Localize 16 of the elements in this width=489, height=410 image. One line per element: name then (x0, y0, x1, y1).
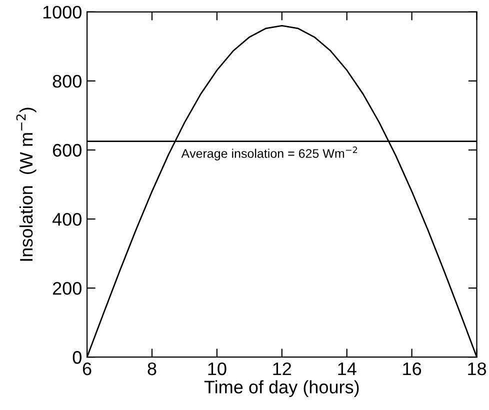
x-tick-label: 10 (208, 362, 226, 376)
x-axis-title: Time of day (hours) (204, 380, 359, 398)
y-tick-label: 200 (52, 282, 82, 295)
y-tick-label: 0 (72, 351, 82, 364)
y-tick-label: 600 (52, 144, 82, 157)
x-tick-label: 6 (82, 362, 92, 376)
x-tick-label: 18 (468, 362, 486, 376)
x-tick-label: 8 (148, 362, 156, 376)
y-tick-label: 1000 (43, 6, 82, 19)
y-tick-label: 400 (52, 212, 82, 226)
x-tick-label: 16 (403, 362, 422, 376)
y-tick-label: 800 (52, 74, 82, 88)
x-tick-label: 12 (273, 362, 292, 376)
y-axis-title: Insolation (W m$^{−2}$) (16, 108, 36, 261)
ref-line-label: Average insolation = 625 Wm$^{−2}$ (181, 146, 357, 160)
x-tick-label: 14 (338, 362, 356, 376)
